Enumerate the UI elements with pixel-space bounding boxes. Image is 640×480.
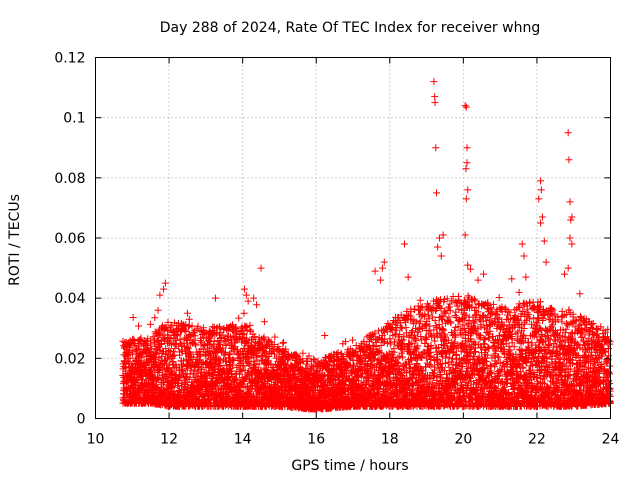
data-point xyxy=(424,311,432,319)
data-point xyxy=(185,323,193,331)
data-point xyxy=(182,328,190,336)
data-point xyxy=(426,330,434,338)
data-point xyxy=(260,318,268,326)
data-point xyxy=(253,301,261,309)
data-point xyxy=(185,349,193,357)
data-point xyxy=(154,375,162,383)
data-point xyxy=(195,357,203,365)
data-point xyxy=(190,336,198,344)
data-point xyxy=(203,374,211,382)
data-point xyxy=(129,313,137,321)
data-point xyxy=(158,352,166,360)
data-point xyxy=(349,336,357,344)
data-point xyxy=(421,334,429,342)
data-point xyxy=(192,341,200,349)
data-point xyxy=(451,312,459,320)
data-point xyxy=(164,318,172,326)
data-point xyxy=(271,333,279,341)
chart-title: Day 288 of 2024, Rate Of TEC Index for r… xyxy=(160,20,540,36)
data-point xyxy=(174,381,182,389)
data-point xyxy=(158,380,166,388)
data-point xyxy=(240,309,248,317)
data-point xyxy=(172,337,180,345)
data-point xyxy=(169,348,177,356)
data-point xyxy=(445,313,453,321)
data-point xyxy=(181,326,189,334)
data-point xyxy=(183,336,191,344)
data-point xyxy=(196,352,204,360)
data-point xyxy=(160,378,168,386)
data-point xyxy=(126,340,134,348)
data-point xyxy=(135,322,143,330)
data-point xyxy=(197,334,205,342)
data-point xyxy=(138,354,146,362)
data-point xyxy=(146,320,154,328)
data-point xyxy=(165,347,173,355)
data-point xyxy=(321,331,329,339)
data-point xyxy=(155,331,163,339)
data-point xyxy=(448,354,456,362)
data-point xyxy=(280,338,288,346)
data-point xyxy=(184,344,192,352)
data-point xyxy=(175,372,183,380)
marker-layer xyxy=(119,78,614,413)
data-point xyxy=(235,314,243,322)
data-point xyxy=(188,322,196,330)
data-point xyxy=(481,335,489,343)
data-point xyxy=(185,332,193,340)
data-point xyxy=(199,324,207,332)
data-point xyxy=(134,344,142,352)
data-point xyxy=(153,373,161,381)
data-point xyxy=(169,352,177,360)
data-point xyxy=(176,335,184,343)
data-point xyxy=(279,339,287,347)
data-point xyxy=(136,359,144,367)
data-point xyxy=(187,332,195,340)
data-point xyxy=(162,324,170,332)
data-point xyxy=(151,314,159,322)
data-point xyxy=(194,322,202,330)
data-point xyxy=(167,323,175,331)
data-point xyxy=(455,292,463,300)
data-point xyxy=(126,354,134,362)
data-point xyxy=(191,340,199,348)
data-point xyxy=(152,381,160,389)
data-point xyxy=(176,372,184,380)
data-point xyxy=(164,384,172,392)
data-point xyxy=(211,294,219,302)
data-point xyxy=(167,334,175,342)
data-point xyxy=(477,332,485,340)
data-point xyxy=(133,347,141,355)
data-point xyxy=(439,326,447,334)
data-point xyxy=(191,332,199,340)
data-point xyxy=(147,337,155,345)
